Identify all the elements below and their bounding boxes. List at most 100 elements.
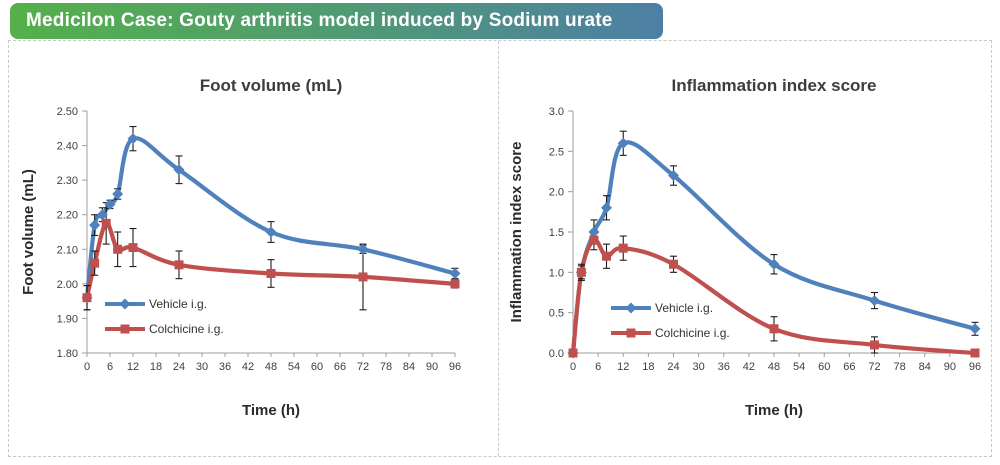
x-tick-label: 0 <box>84 361 90 373</box>
x-tick-label: 18 <box>642 361 654 373</box>
x-tick-label: 78 <box>894 361 906 373</box>
x-tick-label: 12 <box>617 361 629 373</box>
square-marker <box>589 235 599 245</box>
y-tick-label: 2.00 <box>57 279 78 291</box>
diamond-marker <box>112 188 124 200</box>
square-marker <box>618 243 628 253</box>
legend-label-colchicine-i-g: Colchicine i.g. <box>655 326 730 340</box>
markers-colchicine-i-g <box>82 218 460 303</box>
y-tick-label: 1.80 <box>57 348 78 360</box>
diamond-marker <box>104 198 116 210</box>
x-tick-label: 78 <box>380 361 392 373</box>
diamond-marker <box>617 137 629 149</box>
x-tick-label: 54 <box>288 361 300 373</box>
x-tick-label: 30 <box>196 361 208 373</box>
legend-label-vehicle-i-g: Vehicle i.g. <box>655 301 713 315</box>
inflammation-index-chart-svg: Inflammation index score 0.0 0.5 1.0 1.5 2.0 2… <box>508 76 981 419</box>
x-tick-label: 12 <box>127 361 139 373</box>
diamond-marker <box>449 267 461 279</box>
y-axis-title: Foot volume (mL) <box>20 169 37 295</box>
x-tick-label: 48 <box>265 361 277 373</box>
diamond-marker <box>601 202 612 214</box>
x-tick-label: 0 <box>570 361 576 373</box>
square-marker <box>602 251 611 261</box>
diamond-marker <box>357 243 369 255</box>
x-axis-title: Time (h) <box>745 402 803 419</box>
square-marker <box>576 267 586 277</box>
x-tick-label: 66 <box>843 361 855 373</box>
x-tick-label: 84 <box>403 361 415 373</box>
x-tick-label: 54 <box>793 361 805 373</box>
square-marker <box>358 272 368 282</box>
diamond-marker <box>173 164 185 176</box>
y-tick-label: 3.0 <box>549 106 564 118</box>
y-tick-label: 1.90 <box>57 313 78 325</box>
legend-label-vehicle-i-g: Vehicle i.g. <box>149 297 207 311</box>
foot-volume-chart: Foot volume (mL) 1.80 1.90 2.00 2.10 2.20 2.30… <box>9 41 498 456</box>
square-marker <box>266 268 276 278</box>
square-marker <box>870 340 879 350</box>
square-marker <box>101 218 111 228</box>
x-tick-label: 24 <box>173 361 185 373</box>
y-tick-label: 0.5 <box>549 308 564 320</box>
diamond-marker <box>89 219 101 231</box>
y-tick-label: 1.0 <box>549 267 564 279</box>
diamond-marker <box>768 258 780 270</box>
diamond-marker <box>588 226 600 238</box>
x-tick-label: 60 <box>311 361 323 373</box>
x-tick-label: 84 <box>919 361 931 373</box>
y-tick-label: 2.10 <box>57 244 78 256</box>
square-marker <box>450 279 460 289</box>
chart-title: Inflammation index score <box>672 76 877 95</box>
x-tick-label: 96 <box>449 361 461 373</box>
error-bars-vehicle-i-g <box>577 130 979 336</box>
square-marker <box>970 348 980 358</box>
y-tick-label: 2.50 <box>57 106 78 118</box>
x-tick-label: 6 <box>595 361 601 373</box>
y-tick-label: 1.5 <box>549 227 564 239</box>
y-tick-label: 2.30 <box>57 175 78 187</box>
diamond-marker <box>869 295 880 307</box>
square-marker <box>174 260 184 270</box>
square-marker <box>120 324 130 334</box>
inflammation-index-chart: Inflammation index score 0.0 0.5 1.0 1.5 2.0 2… <box>499 41 992 456</box>
y-axis-title: Inflammation index score <box>508 142 525 323</box>
case-banner: Medicilon Case: Gouty arthritis model in… <box>10 3 663 39</box>
diamond-marker <box>668 170 679 182</box>
square-marker <box>128 243 138 253</box>
x-tick-label: 24 <box>667 361 679 373</box>
diamond-marker <box>265 226 277 238</box>
y-tick-label: 2.0 <box>549 187 564 199</box>
x-tick-label: 66 <box>334 361 346 373</box>
square-marker <box>769 324 779 334</box>
x-tick-label: 42 <box>242 361 254 373</box>
x-tick-label: 90 <box>944 361 956 373</box>
diamond-marker <box>119 298 131 310</box>
series-line-colchicine-i-g <box>84 221 458 300</box>
y-tick-label: 2.40 <box>57 141 78 153</box>
banner-title: Medicilon Case: Gouty arthritis model in… <box>26 10 613 31</box>
x-tick-label: 6 <box>107 361 113 373</box>
square-marker <box>113 244 123 254</box>
chart-title: Foot volume (mL) <box>200 76 343 95</box>
y-tick-label: 2.20 <box>57 210 78 222</box>
y-tick-label: 2.5 <box>549 146 564 158</box>
square-marker <box>669 259 678 269</box>
x-tick-label: 96 <box>969 361 981 373</box>
legend: Vehicle i.g. Colchicine i.g. <box>611 301 730 340</box>
square-marker <box>568 348 578 358</box>
x-tick-label: 60 <box>818 361 830 373</box>
diamond-marker <box>969 323 981 335</box>
x-tick-label: 90 <box>426 361 438 373</box>
x-tick-label: 72 <box>357 361 369 373</box>
markers-vehicle-i-g <box>81 133 461 304</box>
error-bars-colchicine-i-g <box>83 202 459 311</box>
x-tick-label: 48 <box>768 361 780 373</box>
x-tick-label: 72 <box>868 361 880 373</box>
x-axis-title: Time (h) <box>242 402 300 419</box>
diamond-marker <box>127 133 139 145</box>
square-marker <box>626 328 636 338</box>
legend-label-colchicine-i-g: Colchicine i.g. <box>149 322 224 336</box>
axes: 0.0 0.5 1.0 1.5 2.0 2.5 3.0 0 6 12 18 24 30 36 42 48 54 6… <box>549 106 981 373</box>
